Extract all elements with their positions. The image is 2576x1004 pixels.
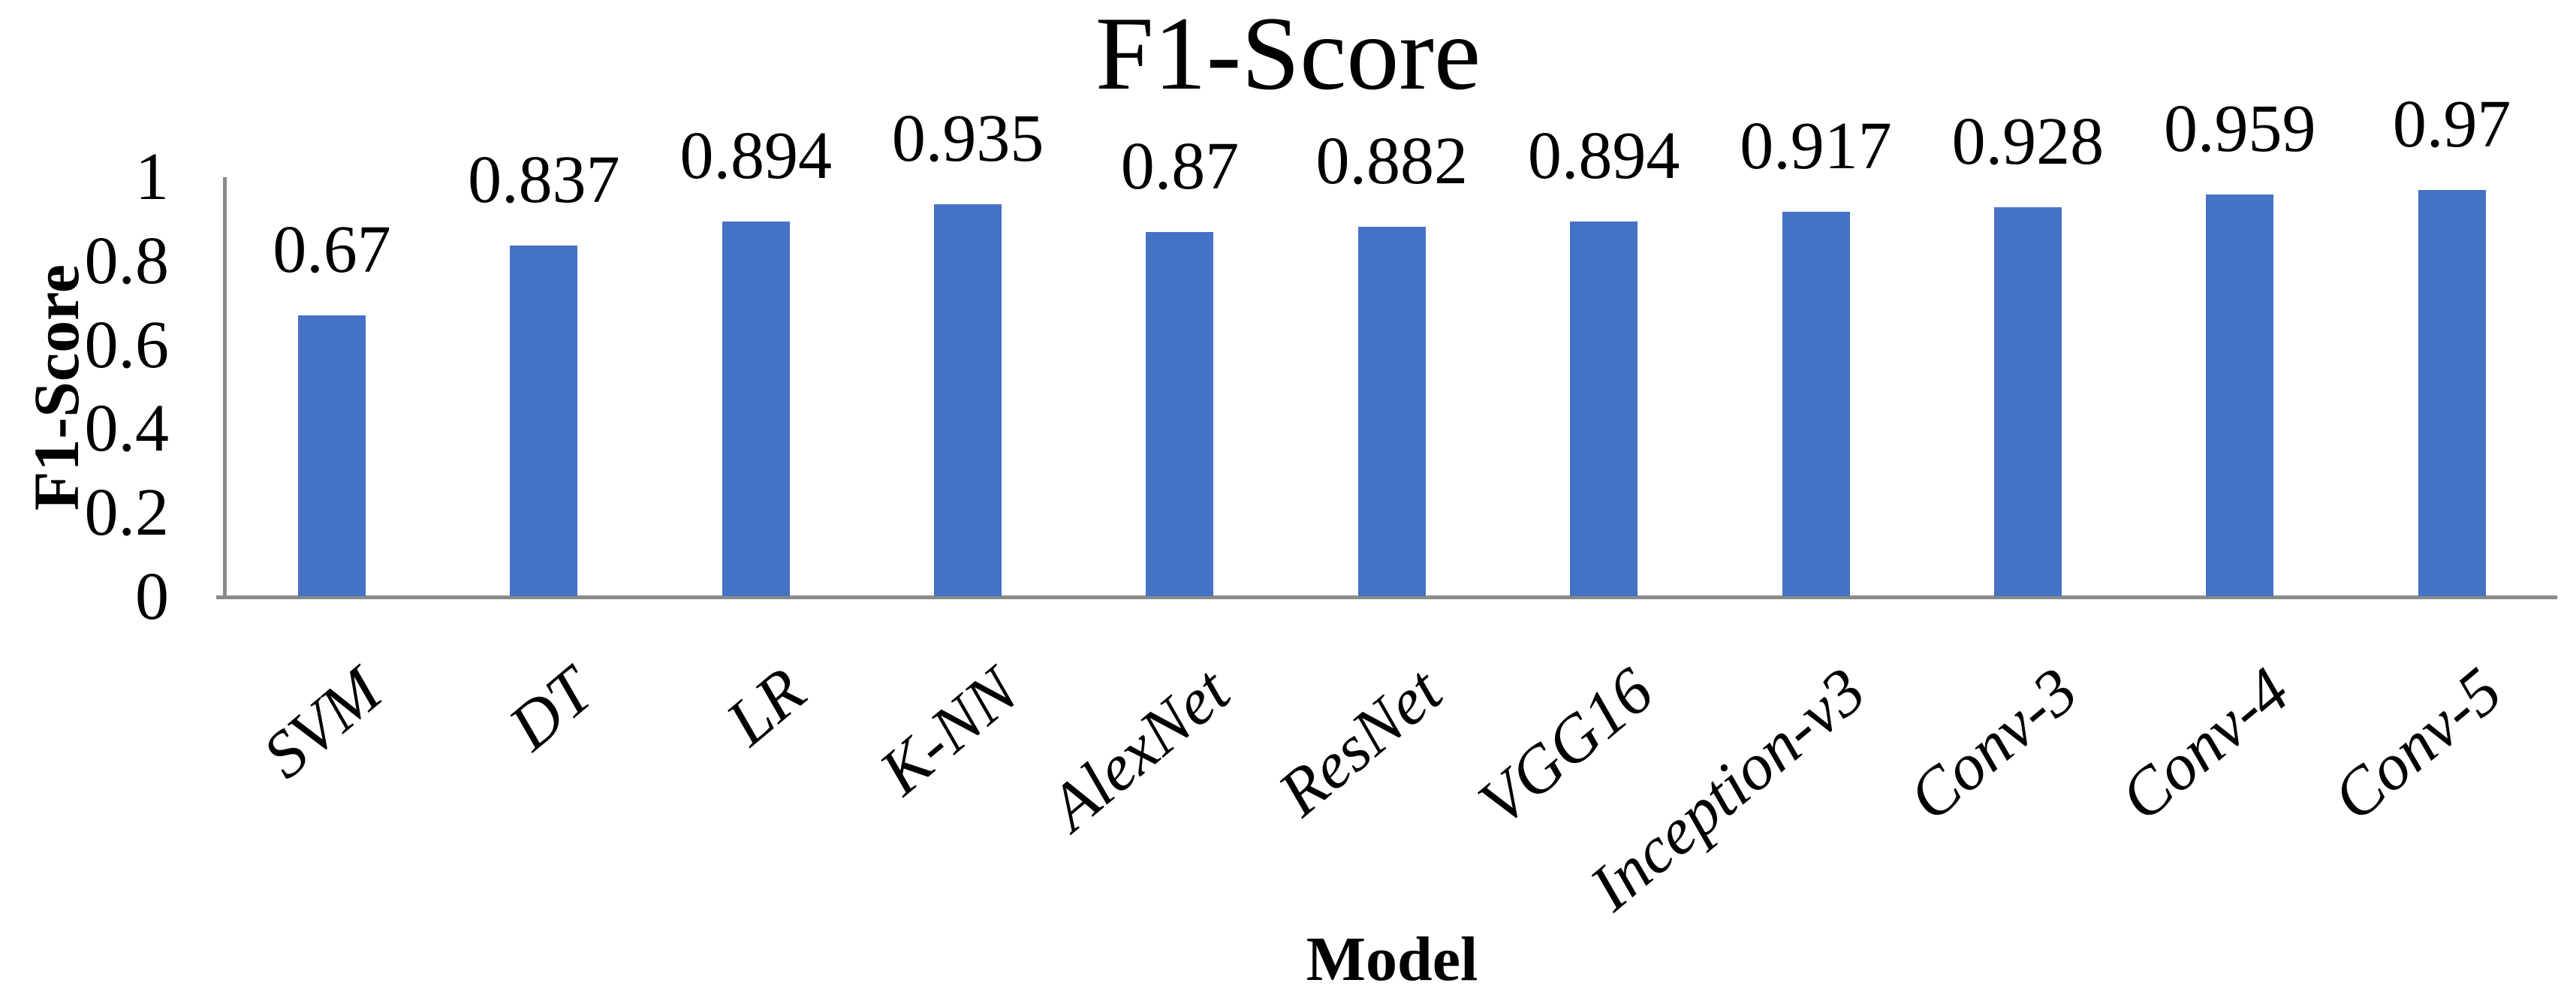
bar-ResNet bbox=[1357, 227, 1426, 596]
bar-VGG16 bbox=[1570, 222, 1638, 596]
data-label-SVM: 0.67 bbox=[273, 213, 391, 287]
bar-Conv-4 bbox=[2206, 194, 2274, 596]
data-label-LR: 0.894 bbox=[679, 119, 832, 193]
bar-SVM bbox=[298, 315, 366, 596]
bar-DT bbox=[510, 246, 578, 596]
data-label-Conv-4: 0.959 bbox=[2163, 92, 2316, 166]
chart-title: F1-Score bbox=[1095, 0, 1481, 112]
category-label-Conv-5: Conv-5 bbox=[2318, 654, 2515, 835]
y-axis-line bbox=[223, 177, 227, 598]
category-label-AlexNet: AlexNet bbox=[1035, 654, 1243, 845]
y-tick-label: 0.6 bbox=[84, 307, 170, 382]
data-label-K-NN: 0.935 bbox=[891, 101, 1044, 176]
bar-K-NN bbox=[934, 204, 1002, 596]
data-label-AlexNet: 0.87 bbox=[1120, 129, 1240, 204]
category-label-Conv-4: Conv-4 bbox=[2107, 654, 2303, 835]
data-label-Inception-v3: 0.917 bbox=[1740, 109, 1892, 183]
bar-Conv-3 bbox=[1993, 207, 2062, 596]
category-label-SVM: SVM bbox=[249, 654, 396, 793]
x-axis-title: Model bbox=[1306, 924, 1478, 994]
data-label-Conv-5: 0.97 bbox=[2392, 87, 2511, 161]
y-axis-title: F1-Score bbox=[20, 264, 92, 511]
category-label-LR: LR bbox=[713, 654, 819, 760]
y-tick-label: 1 bbox=[135, 140, 169, 214]
bar-AlexNet bbox=[1146, 232, 1214, 596]
data-label-DT: 0.837 bbox=[468, 143, 620, 217]
data-label-ResNet: 0.882 bbox=[1315, 124, 1469, 198]
bar-LR bbox=[722, 222, 790, 596]
x-axis-line bbox=[216, 595, 2557, 599]
category-label-DT: DT bbox=[495, 654, 607, 764]
category-label-Conv-3: Conv-3 bbox=[1895, 654, 2092, 835]
bar-Inception-v3 bbox=[1782, 212, 1850, 596]
y-tick-label: 0.8 bbox=[84, 223, 170, 298]
y-tick-label: 0.4 bbox=[84, 391, 170, 466]
category-label-ResNet: ResNet bbox=[1264, 654, 1455, 831]
data-label-VGG16: 0.894 bbox=[1527, 119, 1680, 193]
category-label-K-NN: K-NN bbox=[866, 654, 1032, 810]
category-label-VGG16: VGG16 bbox=[1465, 654, 1668, 840]
bar-Conv-5 bbox=[2418, 190, 2486, 596]
y-tick-label: 0.2 bbox=[84, 475, 170, 550]
y-tick-label: 0 bbox=[135, 559, 169, 634]
data-label-Conv-3: 0.928 bbox=[1951, 104, 2104, 179]
